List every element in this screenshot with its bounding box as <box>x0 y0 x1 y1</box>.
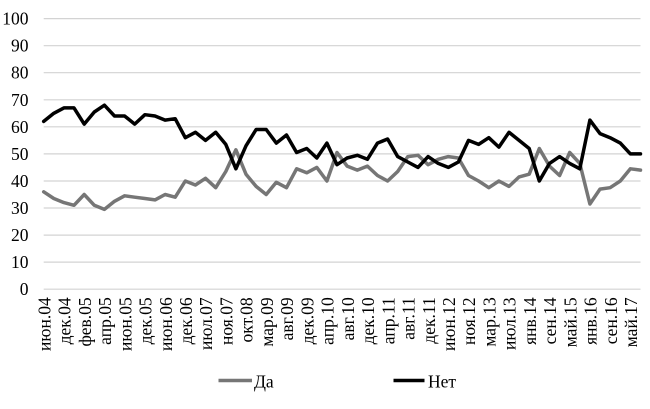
svg-text:апр.10: апр.10 <box>318 297 338 345</box>
svg-text:июл.07: июл.07 <box>196 297 216 350</box>
svg-text:фев.05: фев.05 <box>75 297 95 346</box>
svg-text:10: 10 <box>11 252 29 272</box>
svg-text:июн.04: июн.04 <box>34 297 54 351</box>
svg-text:30: 30 <box>11 198 29 218</box>
svg-text:июн.06: июн.06 <box>156 297 176 351</box>
svg-text:Нет: Нет <box>428 371 456 391</box>
svg-text:100: 100 <box>2 9 29 29</box>
svg-text:20: 20 <box>11 225 29 245</box>
svg-text:июл.13: июл.13 <box>500 297 520 350</box>
svg-text:дек.04: дек.04 <box>55 297 75 344</box>
svg-text:70: 70 <box>11 90 29 110</box>
svg-text:40: 40 <box>11 171 29 191</box>
svg-text:авг.10: авг.10 <box>338 297 358 340</box>
svg-text:дек.06: дек.06 <box>176 297 196 344</box>
svg-text:сен.14: сен.14 <box>540 297 560 344</box>
svg-text:60: 60 <box>11 117 29 137</box>
svg-text:90: 90 <box>11 36 29 56</box>
svg-text:мар.09: мар.09 <box>257 297 277 347</box>
svg-text:Да: Да <box>254 371 274 391</box>
svg-text:апр.05: апр.05 <box>95 297 115 345</box>
svg-text:дек.11: дек.11 <box>419 297 439 343</box>
svg-text:дек.10: дек.10 <box>358 297 378 344</box>
svg-text:май.15: май.15 <box>560 297 580 347</box>
svg-text:дек.09: дек.09 <box>297 297 317 344</box>
svg-text:0: 0 <box>20 279 29 299</box>
svg-text:май.17: май.17 <box>621 297 641 347</box>
svg-text:апр.11: апр.11 <box>378 297 398 344</box>
svg-text:авг.11: авг.11 <box>399 297 419 339</box>
svg-text:80: 80 <box>11 63 29 83</box>
svg-text:ноя.12: ноя.12 <box>459 297 479 345</box>
svg-text:янв.14: янв.14 <box>520 297 540 345</box>
svg-text:янв.16: янв.16 <box>581 297 601 345</box>
svg-text:июн.12: июн.12 <box>439 297 459 351</box>
svg-text:дек.05: дек.05 <box>136 297 156 344</box>
svg-text:окт.08: окт.08 <box>237 297 257 342</box>
svg-text:июн.05: июн.05 <box>115 297 135 351</box>
svg-text:50: 50 <box>11 144 29 164</box>
svg-text:авг.09: авг.09 <box>277 297 297 340</box>
svg-text:мар.13: мар.13 <box>480 297 500 347</box>
svg-text:ноя.07: ноя.07 <box>217 297 237 345</box>
svg-text:сен.16: сен.16 <box>601 297 621 344</box>
